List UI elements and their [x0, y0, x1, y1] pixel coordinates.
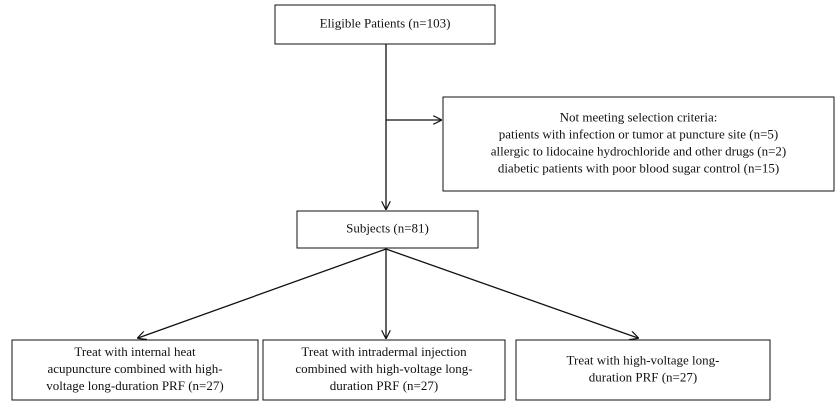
node-text: diabetic patients with poor blood sugar …: [498, 160, 779, 175]
node-box: [442, 96, 835, 192]
node-text: voltage long-duration PRF (n=27): [46, 378, 223, 393]
node-text: Treat with internal heat: [74, 344, 196, 359]
node-box: [262, 339, 506, 401]
boxes: Eligible Patients (n=103) Not meeting sel…: [11, 4, 835, 401]
node-text: Subjects (n=81): [346, 220, 429, 235]
node-text: allergic to lidocaine hydrochloride and …: [491, 143, 787, 158]
node-box: [296, 210, 479, 249]
node-text: Not meeting selection criteria:: [560, 109, 718, 124]
node-text: duration PRF (n=27): [589, 369, 697, 384]
node-text: Treat with high-voltage long-: [567, 352, 720, 367]
node-box: [274, 4, 496, 45]
arrow: [385, 248, 638, 338]
node-text: combined with high-voltage long-: [295, 361, 472, 376]
node-text: duration PRF (n=27): [330, 378, 438, 393]
arrow: [138, 248, 387, 338]
node-text: patients with infection or tumor at punc…: [499, 126, 779, 141]
node-text: Treat with intradermal injection: [301, 344, 467, 359]
node-text: Eligible Patients (n=103): [320, 15, 451, 30]
node-text: acupuncture combined with high-: [47, 361, 222, 376]
node-box: [515, 339, 771, 401]
node-box: [11, 339, 259, 401]
